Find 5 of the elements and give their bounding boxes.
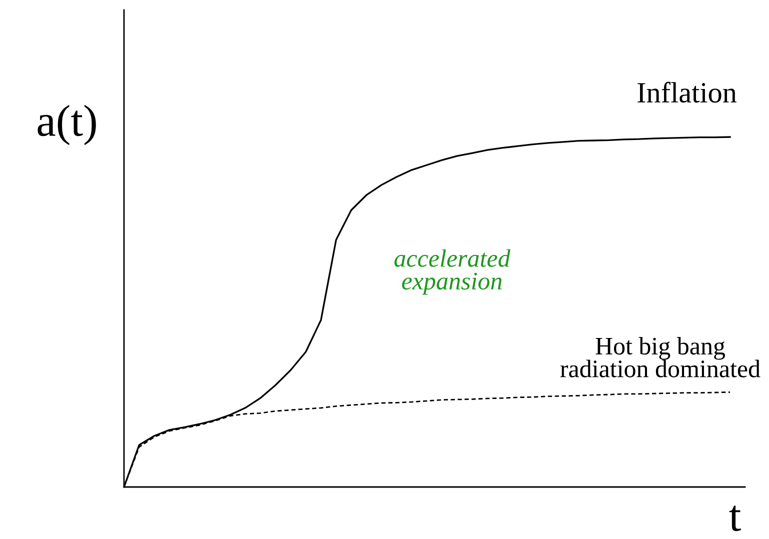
x-axis-title: t	[729, 506, 741, 532]
series-label: Inflation	[638, 82, 737, 103]
annotation: accelerated expansion	[394, 249, 510, 295]
y-axis-title: a(t)	[38, 104, 96, 146]
series-label: Hot big bang radiation dominated	[560, 337, 760, 378]
